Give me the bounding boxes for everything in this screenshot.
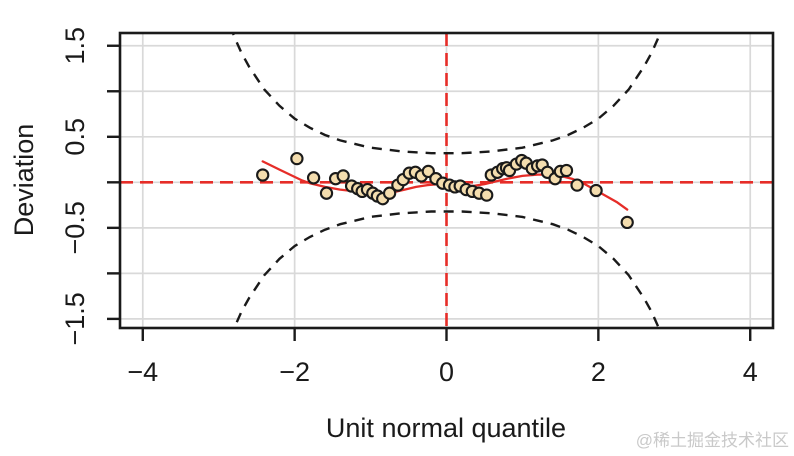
x-tick-label: 4: [743, 357, 758, 387]
data-point: [256, 168, 270, 182]
y-tick-label: 1.5: [60, 27, 90, 65]
watermark: @稀土掘金技术社区: [636, 431, 789, 450]
plot-border: [118, 31, 775, 330]
data-point: [290, 151, 304, 166]
data-point: [589, 183, 603, 198]
data-point: [336, 169, 350, 183]
confidence-band-lower: [233, 210, 660, 328]
data-point: [570, 178, 584, 192]
x-tick-label: −4: [127, 357, 158, 387]
data-point: [382, 186, 397, 200]
data-point: [620, 215, 634, 230]
x-axis-title: Unit normal quantile: [326, 413, 566, 443]
data-points-layer: [256, 151, 634, 230]
x-tick-label: 0: [439, 357, 454, 387]
x-tick-label: 2: [591, 357, 606, 387]
y-tick-label: −1.5: [60, 292, 90, 345]
x-tick-label: −2: [279, 357, 310, 387]
y-tick-label: 0.5: [60, 118, 90, 156]
data-point: [559, 163, 574, 178]
tick-labels-layer: −4 −2 0 2 4 −1.5 −0.5 0.5 1.5: [60, 27, 758, 387]
confidence-band-layer: [231, 33, 662, 328]
data-point: [319, 186, 334, 200]
data-point: [306, 171, 321, 185]
y-tick-label: −0.5: [60, 201, 90, 254]
data-point: [480, 188, 494, 202]
y-axis-title: Deviation: [9, 124, 39, 237]
plot-box-layer: [118, 31, 775, 330]
axis-ticks-layer: [107, 44, 752, 341]
confidence-band-upper: [231, 33, 662, 155]
